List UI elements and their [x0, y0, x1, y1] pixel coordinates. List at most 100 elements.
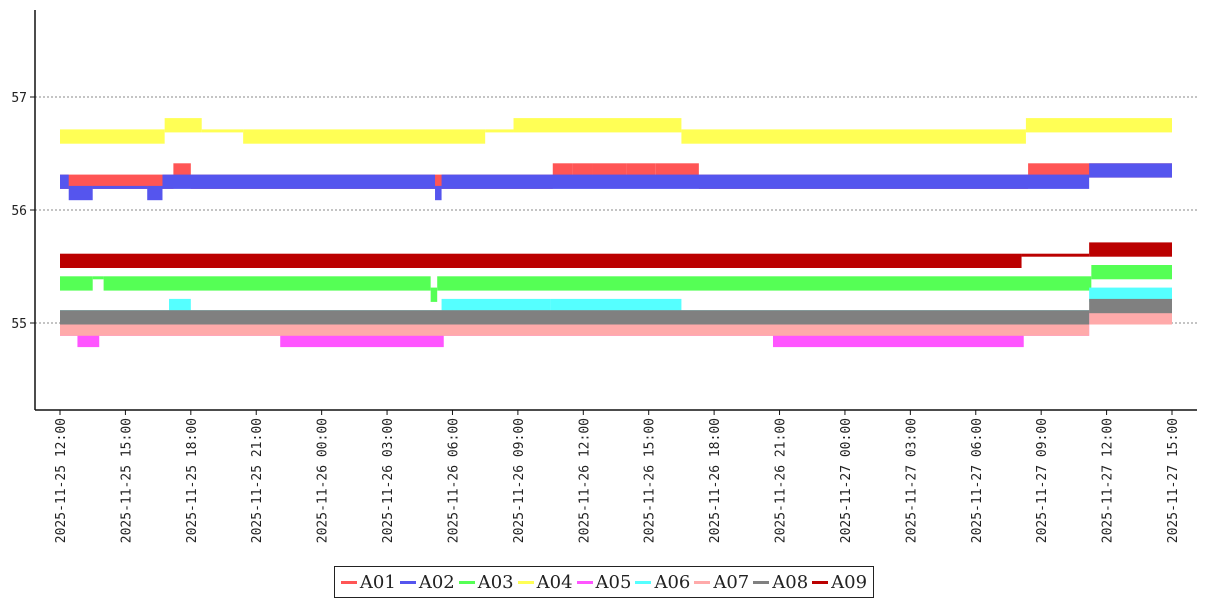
series-segment	[173, 163, 191, 178]
xtick-label: 2025-11-25 21:00	[250, 418, 265, 543]
xtick-label: 2025-11-27 00:00	[839, 418, 854, 543]
legend-swatch	[458, 580, 475, 584]
series-segment	[592, 163, 627, 178]
xtick-label: 2025-11-26 18:00	[708, 418, 723, 543]
series-segment	[430, 287, 438, 302]
legend-label: A04	[536, 571, 573, 593]
series-segment	[162, 174, 436, 189]
xtick-label: 2025-11-25 12:00	[54, 418, 69, 543]
series-A09	[60, 242, 1172, 268]
series-segment	[572, 163, 593, 178]
legend-label: A05	[595, 571, 632, 593]
series-segment	[485, 129, 514, 133]
series-segment	[243, 129, 486, 144]
series-segment	[92, 185, 148, 189]
legend-item-A02: A02	[399, 571, 455, 593]
legend-item-A08: A08	[753, 572, 808, 593]
series-segment	[1021, 253, 1090, 257]
xtick-label: 2025-11-27 12:00	[1101, 418, 1116, 543]
xtick-label: 2025-11-26 09:00	[512, 418, 527, 543]
xtick-label: 2025-11-26 00:00	[316, 418, 331, 543]
legend-swatch	[517, 580, 534, 584]
legend-swatch	[812, 580, 829, 584]
series-segment	[513, 118, 682, 133]
legend-item-A09: A09	[812, 572, 867, 593]
xtick-label: 2025-11-26 12:00	[577, 418, 592, 543]
series-segment	[1089, 287, 1172, 302]
series-segment	[441, 298, 551, 314]
xtick-label: 2025-11-26 03:00	[381, 418, 396, 543]
legend-swatch	[694, 580, 711, 584]
ytick-label: 57	[11, 91, 27, 106]
legend-swatch	[635, 580, 652, 584]
xtick-label: 2025-11-27 09:00	[1035, 418, 1050, 543]
series-A03	[60, 265, 1172, 302]
legend-swatch	[576, 580, 593, 584]
legend-item-A07: A07	[694, 572, 749, 593]
series-segment	[60, 321, 1090, 336]
legend-swatch	[399, 580, 416, 584]
legend-item-A05: A05	[576, 571, 632, 593]
legend: A01 A02 A03 A04 A05 A06 A07 A08 A09	[334, 566, 874, 598]
series-A02	[60, 163, 1172, 201]
legend-swatch	[753, 580, 770, 584]
series-segment	[1089, 298, 1172, 314]
legend-label: A06	[654, 571, 691, 593]
series-segment	[60, 129, 165, 144]
xtick-label: 2025-11-27 03:00	[904, 418, 919, 543]
series-segment	[60, 174, 69, 189]
series-segment	[60, 310, 1090, 325]
legend-label: A09	[831, 571, 868, 593]
series-segment	[655, 163, 699, 178]
xtick-label: 2025-11-27 15:00	[1166, 418, 1181, 543]
series-segment	[60, 253, 1022, 268]
xtick-label: 2025-11-26 15:00	[643, 418, 658, 543]
series-segment	[1091, 265, 1172, 280]
series-segment	[441, 174, 1090, 189]
series-A08	[60, 298, 1172, 325]
series-segment	[1089, 163, 1172, 178]
xtick-label: 2025-11-26 21:00	[774, 418, 789, 543]
plot-area	[60, 118, 1172, 348]
legend-item-A01: A01	[340, 571, 396, 593]
legend-label: A01	[359, 571, 396, 593]
series-segment	[77, 332, 100, 348]
legend-label: A03	[477, 571, 514, 593]
series-A04	[60, 118, 1172, 144]
series-A07	[60, 310, 1172, 336]
series-segment	[681, 129, 1026, 144]
series-segment	[550, 298, 682, 314]
series-segment	[1089, 242, 1172, 257]
legend-item-A03: A03	[458, 571, 514, 593]
series-segment	[435, 185, 442, 201]
series-segment	[68, 185, 93, 201]
xtick-label: 2025-11-27 06:00	[970, 418, 985, 543]
xtick-label: 2025-11-25 15:00	[119, 418, 134, 543]
series-segment	[60, 174, 174, 189]
series-segment	[60, 276, 93, 291]
series-segment	[147, 185, 163, 201]
x-ticks: 2025-11-25 12:00 2025-11-25 15:00 2025-11-…	[54, 410, 1181, 543]
legend-item-A04: A04	[517, 571, 573, 593]
y-ticks: 55 56 57	[11, 91, 35, 332]
series-segment	[772, 332, 1024, 348]
xtick-label: 2025-11-26 06:00	[446, 418, 461, 543]
series-segment	[164, 118, 202, 133]
series-segment	[1089, 310, 1172, 325]
series-segment	[169, 298, 191, 314]
legend-label: A08	[772, 571, 809, 593]
legend-swatch	[340, 580, 357, 584]
ytick-label: 56	[11, 204, 27, 219]
ytick-label: 55	[11, 317, 27, 332]
series-segment	[280, 332, 444, 348]
legend-label: A02	[418, 571, 455, 593]
series-segment	[92, 276, 104, 280]
xtick-label: 2025-11-25 18:00	[185, 418, 200, 543]
legend-label: A07	[713, 571, 750, 593]
series-segment	[103, 276, 431, 291]
series-segment	[626, 163, 656, 178]
series-segment	[201, 129, 244, 133]
legend-item-A06: A06	[635, 572, 690, 593]
series-segment	[437, 276, 1092, 291]
